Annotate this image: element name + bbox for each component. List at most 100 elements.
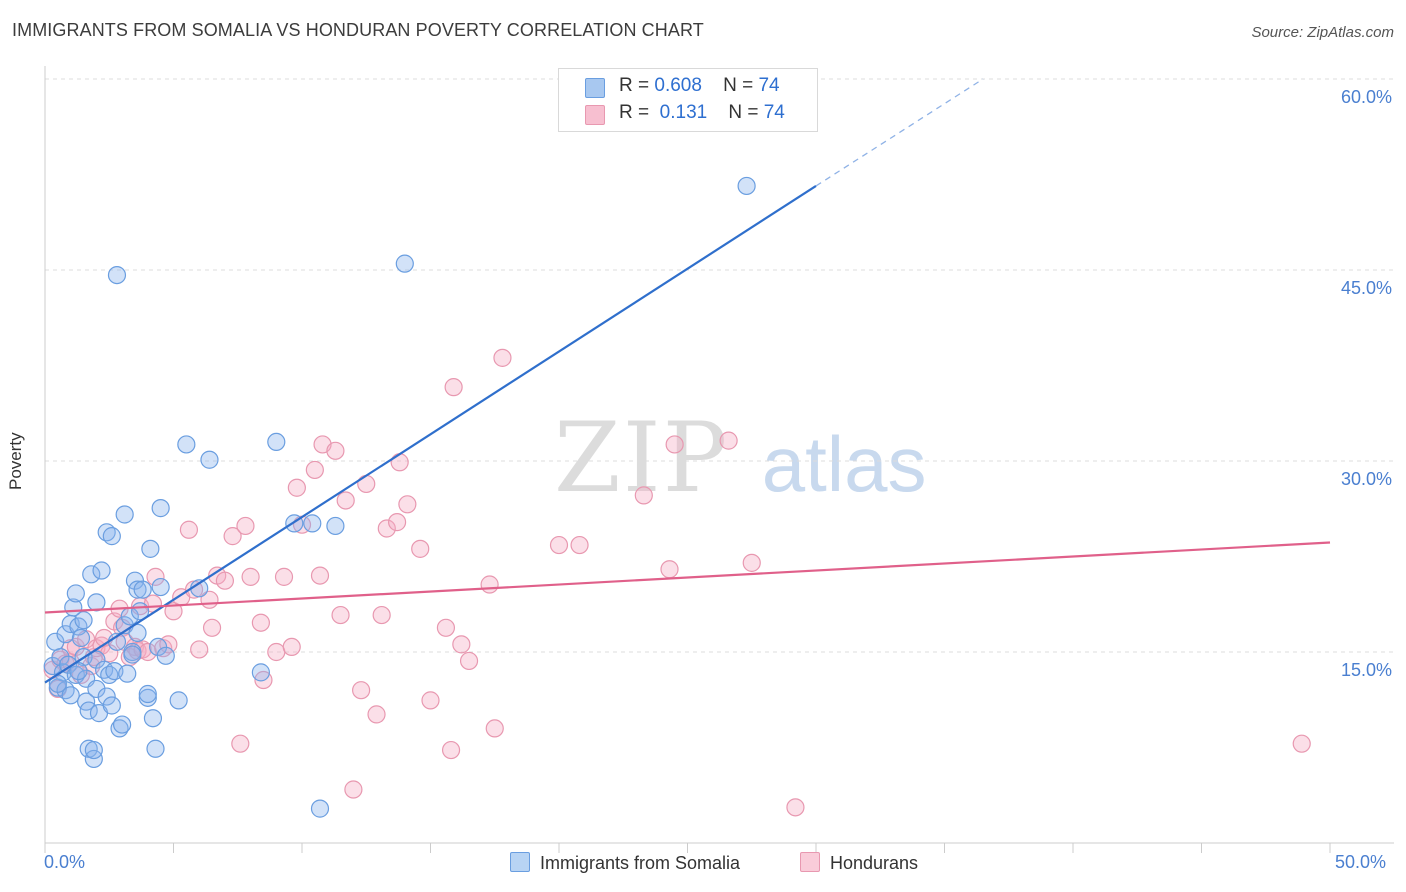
somalia-point (107, 265, 127, 285)
y-tick-label: 15.0% (1340, 660, 1392, 680)
somalia-point (69, 661, 88, 681)
honduran-point (436, 618, 456, 637)
somalia-point (143, 709, 163, 728)
x-tick-label-min: 0.0% (44, 852, 86, 872)
honduran-point (336, 491, 355, 510)
honduran-point (241, 567, 260, 586)
legend-swatch-hondurans (585, 105, 605, 125)
watermark-zip: ZIP (554, 402, 730, 514)
y-tick-label: 60.0% (1340, 87, 1392, 107)
honduran-point (421, 691, 440, 710)
honduran-point (480, 575, 499, 594)
honduran-point (287, 478, 306, 497)
somalia-point (51, 647, 70, 667)
somalia-point (737, 176, 756, 196)
somalia-point (87, 593, 106, 612)
somalia-point (133, 580, 152, 599)
honduran-point (251, 613, 270, 632)
somalia-point (112, 715, 132, 734)
legend-stats-hondurans: R = 0.131 N = 74 (619, 102, 785, 124)
honduran-point (179, 520, 199, 539)
honduran-point (282, 637, 301, 657)
honduran-point (190, 640, 209, 659)
honduran-point (223, 527, 242, 546)
somalia-point (156, 646, 175, 665)
honduran-point (452, 635, 471, 654)
honduran-point (367, 705, 386, 724)
somalia-point (267, 432, 286, 451)
honduran-point (549, 535, 569, 555)
honduran-point (390, 453, 409, 472)
honduran-point (786, 798, 805, 817)
y-axis-label: Poverty (6, 432, 25, 490)
somalia-point (200, 450, 219, 469)
somalia-point (92, 561, 111, 580)
honduran-trend-line (44, 541, 1331, 614)
somalia-point (123, 645, 142, 664)
grid-lines (45, 78, 1394, 653)
honduran-point (387, 513, 407, 532)
somalia-point (141, 539, 160, 558)
somalia-point (128, 623, 147, 643)
honduran-point (357, 474, 376, 494)
legend-label: Hondurans (830, 853, 919, 873)
somalia-point (118, 664, 137, 683)
somalia-point (102, 527, 121, 546)
honduran-point (665, 435, 684, 454)
somalia-point (82, 565, 101, 584)
honduran-point (719, 431, 738, 450)
somalia-point (151, 499, 170, 518)
chart-title: IMMIGRANTS FROM SOMALIA VS HONDURAN POVE… (12, 20, 704, 40)
honduran-point (493, 348, 512, 367)
somalia-point (115, 505, 134, 524)
legend-swatch-somalia (585, 78, 605, 98)
y-tick-label: 45.0% (1340, 278, 1392, 298)
somalia-point (251, 663, 270, 682)
somalia-point (102, 696, 121, 715)
legend-swatch (800, 852, 820, 872)
somalia-point (138, 688, 157, 707)
somalia-point (146, 739, 165, 758)
somalia-point (151, 577, 170, 597)
honduran-point (331, 605, 350, 625)
honduran-point (274, 567, 294, 586)
data-points (43, 176, 1311, 818)
honduran-point (570, 535, 589, 555)
somalia-point (84, 740, 103, 760)
r-label: R = (619, 75, 650, 96)
legend-label: Immigrants from Somalia (540, 853, 741, 873)
r-value: 0.131 (659, 102, 708, 123)
honduran-point (231, 734, 250, 753)
watermark: ZIP atlas (554, 402, 927, 514)
somalia-point (61, 686, 80, 705)
honduran-point (1292, 734, 1311, 753)
honduran-point (66, 637, 85, 657)
somalia-point (310, 799, 330, 818)
somalia-point (87, 650, 106, 669)
somalia-trend-line (44, 185, 817, 684)
honduran-point (485, 719, 504, 738)
somalia-point (303, 514, 322, 533)
honduran-point (441, 740, 461, 760)
honduran-point (660, 560, 679, 579)
honduran-point (202, 618, 222, 637)
somalia-point (97, 687, 116, 706)
somalia-point (138, 684, 157, 704)
n-value: 74 (758, 75, 780, 96)
somalia-point (66, 584, 85, 603)
honduran-point (459, 651, 479, 671)
y-tick-label: 30.0% (1340, 469, 1392, 489)
somalia-point (71, 628, 91, 648)
honduran-point (411, 539, 430, 558)
somalia-point (87, 679, 106, 699)
honduran-point (377, 519, 396, 538)
honduran-point (352, 681, 371, 700)
honduran-point (444, 378, 463, 397)
somalia-point (59, 655, 78, 674)
honduran-point (267, 642, 286, 662)
trend-lines (44, 78, 1331, 684)
n-value: 74 (763, 102, 785, 123)
honduran-point (305, 460, 324, 480)
honduran-point (372, 605, 391, 625)
